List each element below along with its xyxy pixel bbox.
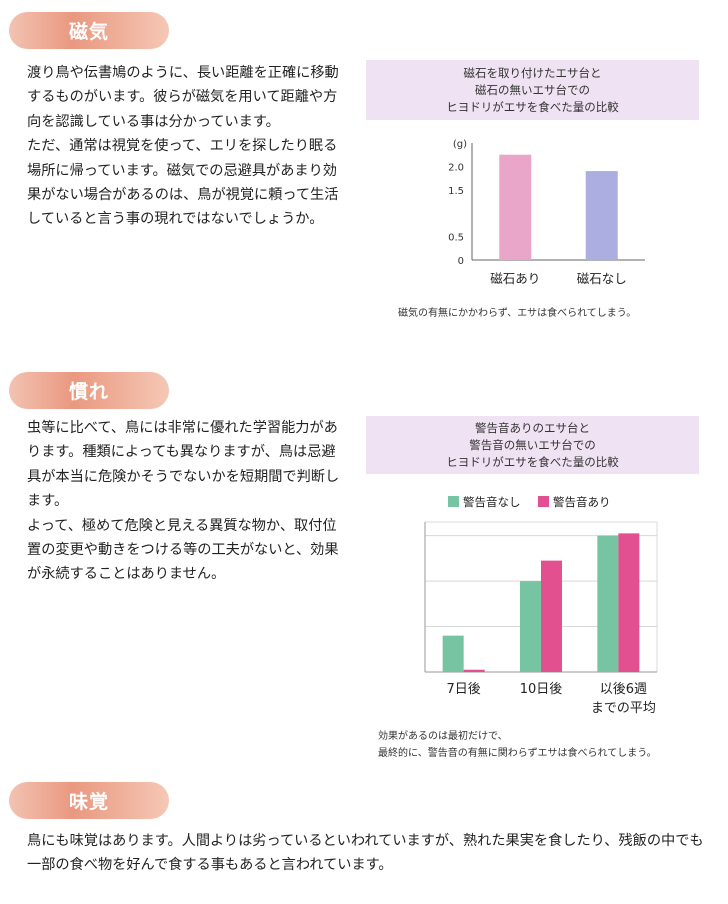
x-category-label: 磁石あり: [490, 271, 540, 286]
magnetism-paragraph-2: ただ、通常は視覚を使って、エリを探したり眠る場所に帰っています。磁気での忌避具が…: [27, 138, 339, 228]
sound-chart-title: 警告音ありのエサ台と 警告音の無いエサ台での ヒヨドリがエサを食べた量の比較: [366, 416, 699, 474]
section-heading-magnetism: 磁気: [9, 12, 169, 49]
x-category-label: 10日後: [520, 682, 563, 697]
bar-with-sound: [463, 669, 485, 672]
sound-chart-title-line-1: 警告音ありのエサ台と: [475, 420, 590, 435]
legend-swatch-with-sound: [538, 496, 549, 507]
legend-label: 警告音なし: [463, 495, 521, 509]
bar-no-sound: [597, 535, 619, 672]
sound-chart-caption: 効果があるのは最初だけで、 最終的に、警告音の有無に関わらずエサは食べられてしま…: [378, 728, 657, 762]
magnetism-paragraph-1: 渡り鳥や伝書鳩のように、長い距離を正確に移動するものがいます。彼らが磁気を用いて…: [27, 65, 339, 130]
bar-without-magnet: [585, 171, 618, 260]
section-heading-taste: 味覚: [9, 782, 169, 819]
y-unit-label: (g): [453, 139, 467, 150]
bar-no-sound: [520, 581, 541, 672]
x-category-label: 以後6週: [600, 682, 647, 697]
sound-chart-title-line-3: ヒヨドリがエサを食べた量の比較: [446, 454, 619, 469]
magnet-chart-caption: 磁気の有無にかかわらず、エサは食べられてしまう。: [398, 308, 637, 319]
y-tick-label: 2.0: [448, 162, 464, 173]
taste-text: 鳥にも味覚はあります。人間よりは劣っているといわれていますが、熟れた果実を食した…: [27, 829, 707, 878]
magnet-chart-title-line-2: 磁石の無いエサ台での: [475, 82, 590, 97]
section-heading-habituation: 慣れ: [9, 372, 169, 409]
habituation-paragraph-2: よって、極めて危険と見える異質な物か、取付位置の変更や動きをつける等の工夫がない…: [27, 517, 339, 583]
taste-paragraph-1: 鳥にも味覚はあります。人間よりは劣っているといわれていますが、熟れた果実を食した…: [27, 833, 704, 874]
magnetism-text: 渡り鳥や伝書鳩のように、長い距離を正確に移動するものがいます。彼らが磁気を用いて…: [27, 61, 347, 232]
bar-with-magnet: [499, 154, 532, 260]
y-tick-label: 0: [458, 256, 464, 267]
magnet-bar-chart: (g) 0 0.5 1.5 2.0 磁石あり 磁石なし: [448, 139, 645, 286]
habituation-text: 虫等に比べて、鳥には非常に優れた学習能力があります。種類によっても異なりますが、…: [27, 416, 347, 587]
magnet-chart-title-line-3: ヒヨドリがエサを食べた量の比較: [446, 99, 619, 114]
sound-chart-caption-line-2: 最終的に、警告音の有無に関わらずエサは食べられてしまう。: [378, 748, 657, 759]
x-category-label: 磁石なし: [577, 271, 627, 286]
habituation-paragraph-1: 虫等に比べて、鳥には非常に優れた学習能力があります。種類によっても異なりますが、…: [27, 420, 340, 510]
legend-label: 警告音あり: [553, 495, 611, 509]
bar-no-sound: [442, 635, 464, 672]
x-category-label: 7日後: [447, 682, 481, 697]
bar-with-sound: [618, 533, 640, 672]
magnet-chart-title-line-1: 磁石を取り付けたエサ台と: [463, 65, 602, 80]
sound-chart-title-line-2: 警告音の無いエサ台での: [469, 437, 596, 452]
legend-swatch-no-sound: [448, 496, 459, 507]
y-tick-label: 1.5: [448, 186, 464, 197]
magnet-chart-title: 磁石を取り付けたエサ台と 磁石の無いエサ台での ヒヨドリがエサを食べた量の比較: [366, 60, 699, 120]
sound-chart-caption-line-1: 効果があるのは最初だけで、: [378, 731, 508, 742]
y-tick-label: 0.5: [448, 233, 464, 244]
bar-with-sound: [541, 560, 562, 672]
x-category-label: までの平均: [591, 701, 656, 716]
